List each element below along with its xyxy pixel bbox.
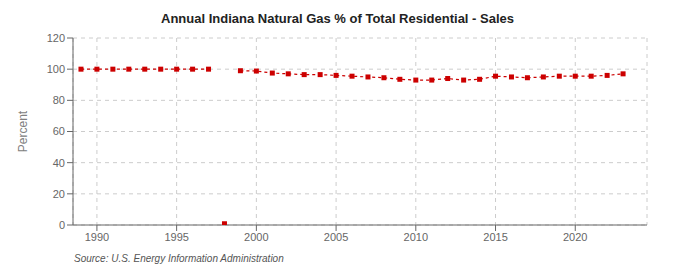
svg-text:2005: 2005 bbox=[324, 231, 348, 243]
svg-text:0: 0 bbox=[59, 219, 65, 231]
svg-text:1995: 1995 bbox=[164, 231, 188, 243]
svg-text:100: 100 bbox=[47, 63, 65, 75]
svg-text:2020: 2020 bbox=[563, 231, 587, 243]
svg-text:Percent: Percent bbox=[16, 110, 30, 152]
html-text:Source: U.S. Energy Informatio: Source: U.S. Energy Information Administ… bbox=[74, 253, 284, 264]
svg-text:1990: 1990 bbox=[85, 231, 109, 243]
svg-text:40: 40 bbox=[53, 157, 65, 169]
svg-text:2010: 2010 bbox=[404, 231, 428, 243]
svg-text:20: 20 bbox=[53, 188, 65, 200]
svg-text:80: 80 bbox=[53, 94, 65, 106]
svg-text:120: 120 bbox=[47, 32, 65, 44]
html-text:Annual Indiana Natural Gas % o: Annual Indiana Natural Gas % of Total Re… bbox=[161, 11, 514, 26]
svg-text:2015: 2015 bbox=[483, 231, 507, 243]
svg-text:60: 60 bbox=[53, 125, 65, 137]
svg-text:2000: 2000 bbox=[244, 231, 268, 243]
